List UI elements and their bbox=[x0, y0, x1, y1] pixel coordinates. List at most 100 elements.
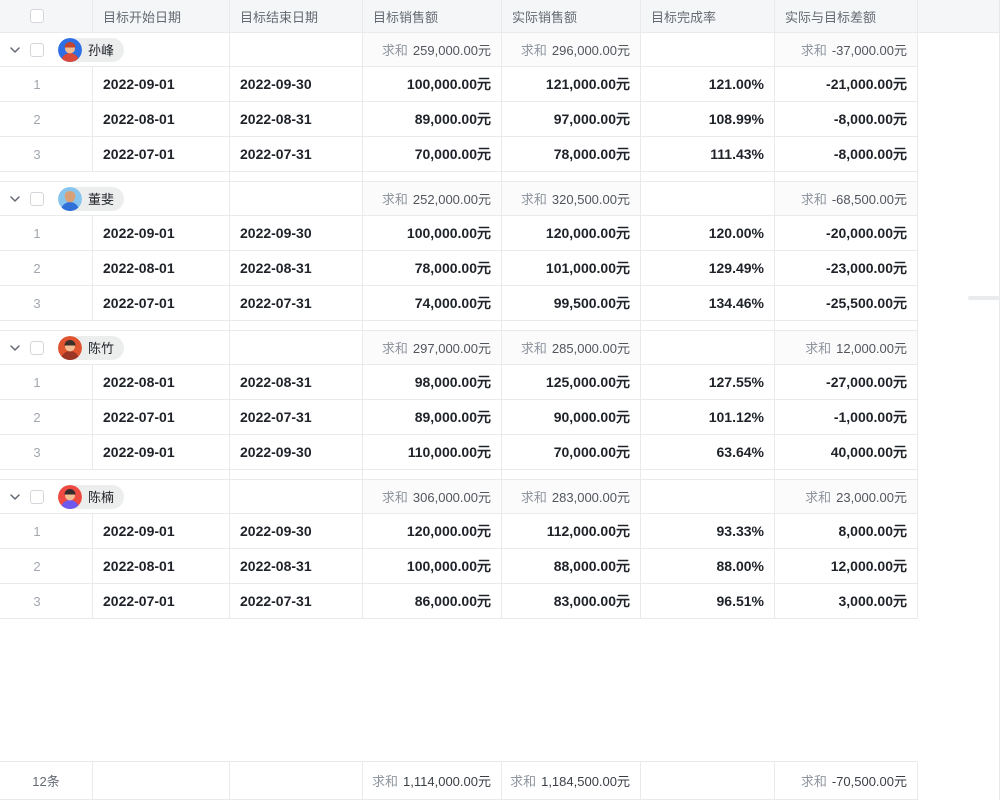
row-number-cell[interactable]: 2 bbox=[0, 251, 93, 286]
cell-completion-rate[interactable]: 129.49% bbox=[641, 251, 775, 286]
cell-target-sales[interactable]: 100,000.00元 bbox=[363, 67, 502, 102]
row-number-cell[interactable]: 2 bbox=[0, 549, 93, 584]
group-name-cell[interactable]: 董斐 bbox=[0, 182, 230, 216]
person-chip[interactable]: 陈楠 bbox=[58, 484, 125, 509]
cell-target-sales[interactable]: 86,000.00元 bbox=[363, 584, 502, 619]
cell-start-date[interactable]: 2022-08-01 bbox=[93, 251, 230, 286]
cell-difference[interactable]: 8,000.00元 bbox=[775, 514, 918, 549]
cell-actual-sales[interactable]: 83,000.00元 bbox=[502, 584, 641, 619]
cell-actual-sales[interactable]: 121,000.00元 bbox=[502, 67, 641, 102]
cell-target-sales[interactable]: 120,000.00元 bbox=[363, 514, 502, 549]
group-sum-diff[interactable]: 求和 -68,500.00元 bbox=[775, 182, 918, 216]
cell-difference[interactable]: -25,500.00元 bbox=[775, 286, 918, 321]
footer-empty-cell[interactable] bbox=[230, 761, 363, 800]
cell-end-date[interactable]: 2022-08-31 bbox=[230, 102, 363, 137]
cell-start-date[interactable]: 2022-08-01 bbox=[93, 365, 230, 400]
footer-empty-cell[interactable] bbox=[93, 761, 230, 800]
select-all-checkbox[interactable] bbox=[30, 9, 44, 23]
row-number-cell[interactable]: 3 bbox=[0, 435, 93, 470]
cell-target-sales[interactable]: 110,000.00元 bbox=[363, 435, 502, 470]
cell-actual-sales[interactable]: 125,000.00元 bbox=[502, 365, 641, 400]
cell-end-date[interactable]: 2022-09-30 bbox=[230, 435, 363, 470]
cell-difference[interactable]: -8,000.00元 bbox=[775, 137, 918, 172]
cell-actual-sales[interactable]: 78,000.00元 bbox=[502, 137, 641, 172]
column-header-completion-rate[interactable]: 目标完成率 bbox=[641, 0, 775, 33]
cell-completion-rate[interactable]: 96.51% bbox=[641, 584, 775, 619]
cell-actual-sales[interactable]: 120,000.00元 bbox=[502, 216, 641, 251]
group-sum-target[interactable]: 求和 259,000.00元 bbox=[363, 33, 502, 67]
cell-end-date[interactable]: 2022-08-31 bbox=[230, 365, 363, 400]
footer-sum-actual[interactable]: 求和 1,184,500.00元 bbox=[502, 761, 641, 800]
row-number-cell[interactable]: 1 bbox=[0, 67, 93, 102]
cell-difference[interactable]: 3,000.00元 bbox=[775, 584, 918, 619]
group-name-cell[interactable]: 陈竹 bbox=[0, 331, 230, 365]
cell-difference[interactable]: -8,000.00元 bbox=[775, 102, 918, 137]
group-name-cell[interactable]: 孙峰 bbox=[0, 33, 230, 67]
cell-end-date[interactable]: 2022-09-30 bbox=[230, 67, 363, 102]
cell-completion-rate[interactable]: 134.46% bbox=[641, 286, 775, 321]
group-sum-target[interactable]: 求和 297,000.00元 bbox=[363, 331, 502, 365]
row-number-cell[interactable]: 2 bbox=[0, 102, 93, 137]
cell-start-date[interactable]: 2022-07-01 bbox=[93, 584, 230, 619]
cell-completion-rate[interactable]: 108.99% bbox=[641, 102, 775, 137]
cell-completion-rate[interactable]: 63.64% bbox=[641, 435, 775, 470]
cell-start-date[interactable]: 2022-07-01 bbox=[93, 286, 230, 321]
cell-end-date[interactable]: 2022-07-31 bbox=[230, 286, 363, 321]
cell-actual-sales[interactable]: 90,000.00元 bbox=[502, 400, 641, 435]
cell-difference[interactable]: -20,000.00元 bbox=[775, 216, 918, 251]
cell-completion-rate[interactable]: 127.55% bbox=[641, 365, 775, 400]
cell-target-sales[interactable]: 98,000.00元 bbox=[363, 365, 502, 400]
row-number-cell[interactable]: 3 bbox=[0, 137, 93, 172]
cell-difference[interactable]: -21,000.00元 bbox=[775, 67, 918, 102]
person-chip[interactable]: 董斐 bbox=[58, 186, 125, 211]
cell-target-sales[interactable]: 74,000.00元 bbox=[363, 286, 502, 321]
cell-completion-rate[interactable]: 101.12% bbox=[641, 400, 775, 435]
group-sum-actual[interactable]: 求和 283,000.00元 bbox=[502, 480, 641, 514]
row-number-cell[interactable]: 3 bbox=[0, 584, 93, 619]
chevron-down-icon[interactable] bbox=[10, 195, 30, 202]
group-sum-actual[interactable]: 求和 285,000.00元 bbox=[502, 331, 641, 365]
cell-end-date[interactable]: 2022-08-31 bbox=[230, 549, 363, 584]
cell-end-date[interactable]: 2022-09-30 bbox=[230, 216, 363, 251]
cell-difference[interactable]: 12,000.00元 bbox=[775, 549, 918, 584]
cell-start-date[interactable]: 2022-07-01 bbox=[93, 400, 230, 435]
cell-difference[interactable]: -1,000.00元 bbox=[775, 400, 918, 435]
cell-completion-rate[interactable]: 93.33% bbox=[641, 514, 775, 549]
cell-completion-rate[interactable]: 120.00% bbox=[641, 216, 775, 251]
group-checkbox[interactable] bbox=[30, 191, 44, 206]
cell-target-sales[interactable]: 78,000.00元 bbox=[363, 251, 502, 286]
cell-difference[interactable]: 40,000.00元 bbox=[775, 435, 918, 470]
row-number-cell[interactable]: 2 bbox=[0, 400, 93, 435]
group-checkbox[interactable] bbox=[30, 340, 44, 355]
chevron-down-icon[interactable] bbox=[10, 493, 30, 500]
column-header-start-date[interactable]: 目标开始日期 bbox=[93, 0, 230, 33]
person-chip[interactable]: 陈竹 bbox=[58, 335, 125, 360]
cell-start-date[interactable]: 2022-09-01 bbox=[93, 435, 230, 470]
cell-completion-rate[interactable]: 88.00% bbox=[641, 549, 775, 584]
person-chip[interactable]: 孙峰 bbox=[58, 37, 125, 62]
row-number-cell[interactable]: 3 bbox=[0, 286, 93, 321]
cell-start-date[interactable]: 2022-09-01 bbox=[93, 67, 230, 102]
group-sum-target[interactable]: 求和 252,000.00元 bbox=[363, 182, 502, 216]
cell-target-sales[interactable]: 70,000.00元 bbox=[363, 137, 502, 172]
cell-target-sales[interactable]: 100,000.00元 bbox=[363, 216, 502, 251]
cell-actual-sales[interactable]: 101,000.00元 bbox=[502, 251, 641, 286]
group-sum-diff[interactable]: 求和 -37,000.00元 bbox=[775, 33, 918, 67]
cell-target-sales[interactable]: 89,000.00元 bbox=[363, 400, 502, 435]
cell-target-sales[interactable]: 89,000.00元 bbox=[363, 102, 502, 137]
cell-start-date[interactable]: 2022-09-01 bbox=[93, 216, 230, 251]
cell-completion-rate[interactable]: 111.43% bbox=[641, 137, 775, 172]
column-header-actual-sales[interactable]: 实际销售额 bbox=[502, 0, 641, 33]
column-header-difference[interactable]: 实际与目标差额 bbox=[775, 0, 918, 33]
group-sum-diff[interactable]: 求和 23,000.00元 bbox=[775, 480, 918, 514]
group-sum-target[interactable]: 求和 306,000.00元 bbox=[363, 480, 502, 514]
chevron-down-icon[interactable] bbox=[10, 344, 30, 351]
cell-difference[interactable]: -23,000.00元 bbox=[775, 251, 918, 286]
footer-sum-target[interactable]: 求和 1,114,000.00元 bbox=[363, 761, 502, 800]
cell-start-date[interactable]: 2022-08-01 bbox=[93, 102, 230, 137]
cell-end-date[interactable]: 2022-07-31 bbox=[230, 137, 363, 172]
group-sum-actual[interactable]: 求和 320,500.00元 bbox=[502, 182, 641, 216]
cell-end-date[interactable]: 2022-07-31 bbox=[230, 400, 363, 435]
footer-empty-cell[interactable] bbox=[641, 761, 775, 800]
column-header-end-date[interactable]: 目标结束日期 bbox=[230, 0, 363, 33]
